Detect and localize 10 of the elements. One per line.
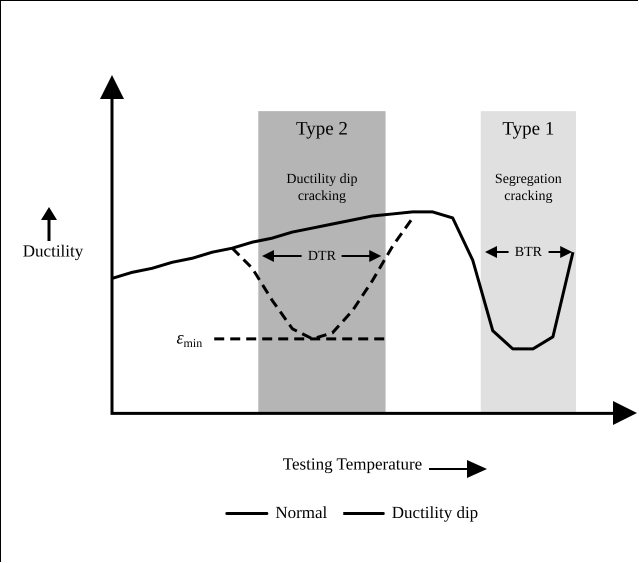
legend-label: Normal	[275, 502, 328, 522]
text: Type 2	[296, 118, 348, 140]
legend-label: Ductility dip	[392, 502, 478, 522]
text: Type 1	[502, 118, 554, 140]
annotation: DTR	[308, 248, 337, 264]
annotation: BTR	[514, 244, 543, 260]
y-axis-title: Ductility	[22, 242, 84, 261]
text: Ductility dip cracking	[286, 172, 358, 204]
text: Segregation cracking	[494, 172, 562, 204]
x-axis-title: Testing Temperature	[282, 454, 422, 474]
